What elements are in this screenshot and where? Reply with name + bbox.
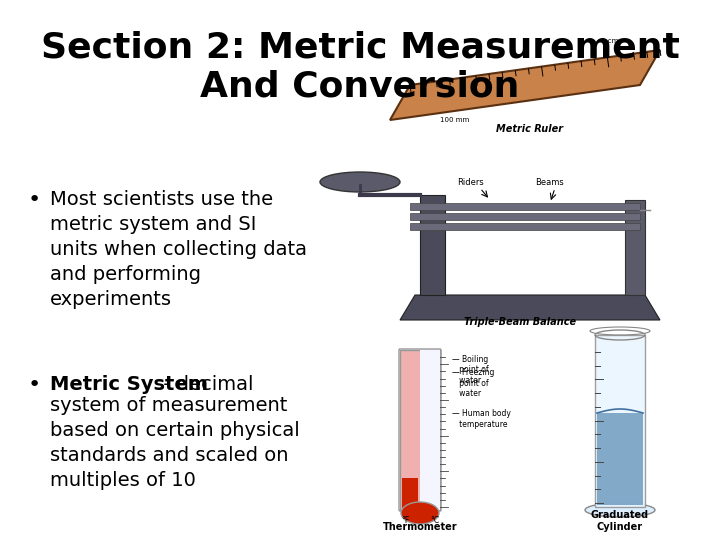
Text: Graduated
Cylinder: Graduated Cylinder [591, 510, 649, 532]
Bar [410, 213, 640, 220]
Text: •: • [28, 375, 41, 395]
Text: 1 cm: 1 cm [601, 38, 618, 44]
Text: Metric Ruler: Metric Ruler [497, 124, 564, 134]
Bar [625, 200, 645, 295]
Text: •: • [28, 190, 41, 210]
Text: °F: °F [401, 516, 409, 525]
Bar [410, 203, 640, 210]
Text: Triple-Beam Balance: Triple-Beam Balance [464, 317, 576, 327]
Text: — Human body
   temperature: — Human body temperature [452, 409, 511, 429]
Text: — Freezing
   point of
   water: — Freezing point of water [452, 368, 495, 398]
Bar [595, 502, 645, 510]
Bar [595, 335, 645, 507]
Text: — Boiling
   point of
   water: — Boiling point of water [452, 355, 489, 385]
Text: system of measurement
based on certain physical
standards and scaled on
multiple: system of measurement based on certain p… [50, 396, 300, 490]
Ellipse shape [320, 172, 400, 192]
Text: Most scientists use the
metric system and SI
units when collecting data
and perf: Most scientists use the metric system an… [50, 190, 307, 309]
Text: °C: °C [431, 516, 440, 525]
Text: Section 2: Metric Measurement
And Conversion: Section 2: Metric Measurement And Conver… [40, 30, 680, 103]
Bar [400, 350, 440, 510]
Text: Beams: Beams [536, 178, 564, 187]
Text: Thermometer: Thermometer [383, 522, 457, 532]
Text: Riders: Riders [456, 178, 483, 187]
Bar [402, 478, 418, 508]
Polygon shape [400, 295, 660, 320]
Bar [597, 413, 643, 505]
Bar [420, 350, 440, 510]
Text: Metric System: Metric System [50, 375, 208, 394]
Polygon shape [390, 50, 660, 120]
Bar [420, 195, 445, 295]
Ellipse shape [585, 503, 655, 517]
Text: 100 mm: 100 mm [440, 117, 469, 123]
Bar [410, 223, 640, 230]
Ellipse shape [401, 502, 439, 524]
Text: - decimal: - decimal [157, 375, 253, 394]
